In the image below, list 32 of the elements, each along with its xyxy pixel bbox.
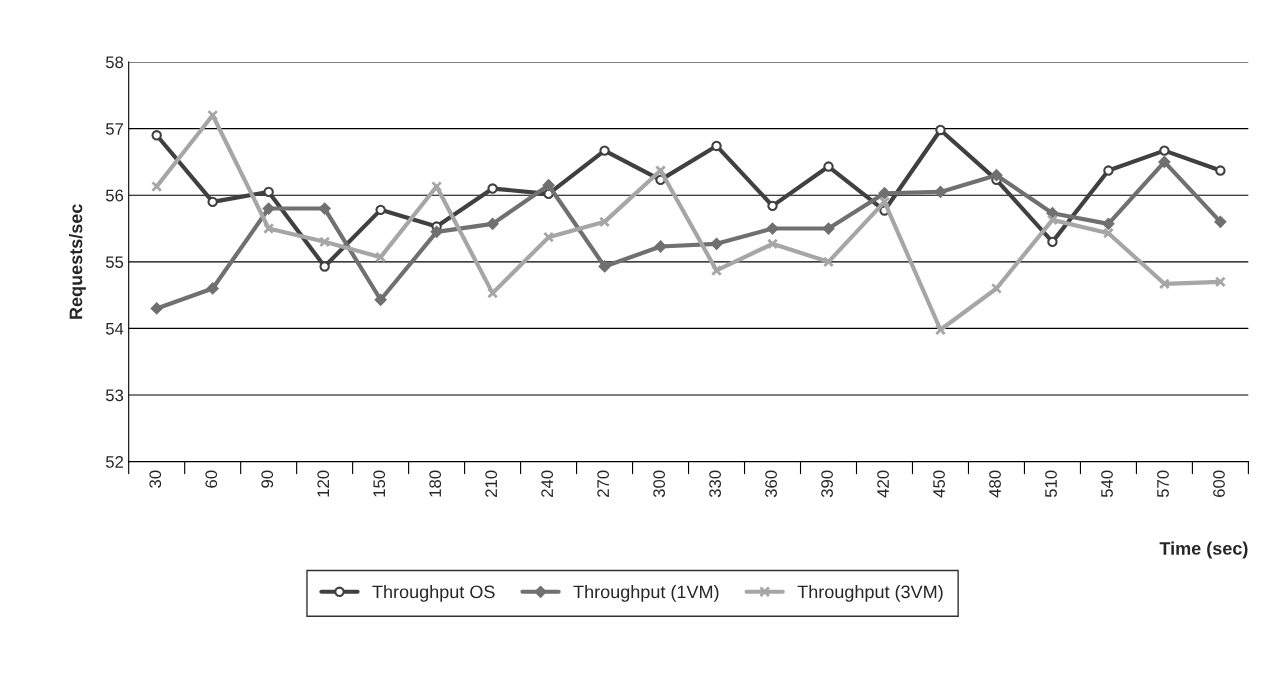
x-tick-label: 60: [205, 470, 218, 488]
x-axis-title: Time (sec): [1159, 541, 1248, 559]
y-tick-label: 55: [105, 256, 124, 269]
legend-label: Throughput (1VM): [573, 585, 719, 602]
y-tick-label: 52: [105, 456, 123, 468]
x-tick-label: 270: [597, 470, 610, 497]
x-tick-label: 420: [877, 470, 889, 498]
x-tick-label: 600: [1213, 470, 1225, 497]
y-tick-label: 53: [105, 389, 124, 402]
x-tick-label: 450: [933, 470, 945, 498]
x-tick-label: 240: [541, 470, 554, 497]
y-tick-label: 58: [105, 56, 124, 69]
x-tick-label: 120: [317, 470, 330, 497]
legend-label: Throughput OS: [372, 585, 495, 602]
y-tick-label: 57: [105, 123, 123, 135]
y-tick-label: 56: [105, 189, 124, 202]
x-tick-label: 360: [765, 470, 777, 498]
x-tick-label: 390: [821, 470, 833, 498]
legend-label: Throughput (3VM): [797, 585, 943, 602]
x-tick-label: 480: [989, 470, 1001, 498]
y-tick-label: 54: [105, 323, 124, 335]
x-tick-label: 330: [709, 470, 722, 498]
x-tick-label: 210: [485, 470, 498, 497]
x-tick-label: 300: [653, 470, 666, 498]
x-tick-label: 150: [373, 470, 386, 497]
x-tick-label: 510: [1045, 470, 1057, 498]
y-axis-title: Requests/sec: [69, 204, 86, 319]
x-tick-label: 570: [1157, 470, 1169, 498]
x-tick-label: 540: [1101, 470, 1113, 498]
x-tick-label: 180: [429, 470, 442, 497]
x-tick-label: 30: [149, 470, 162, 488]
x-tick-label: 90: [261, 470, 274, 488]
